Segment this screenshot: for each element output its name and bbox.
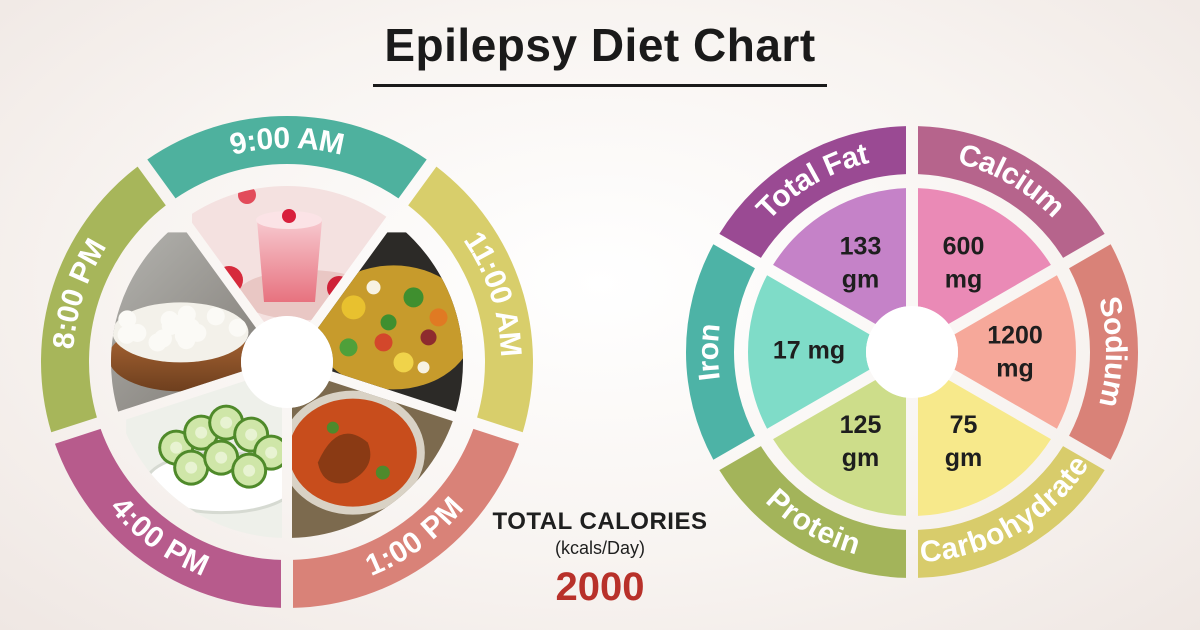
nutrient-slice — [954, 275, 1076, 429]
nutrient-band — [719, 126, 907, 258]
nutrient-value: 75 — [950, 411, 978, 439]
nutrient-band — [1069, 244, 1139, 460]
calories-unit: (kcals/Day) — [554, 538, 645, 558]
nutrient-value: 133 — [840, 232, 882, 260]
calories-label: TOTAL CALORIES — [492, 508, 708, 535]
nutrient-slice — [773, 379, 907, 516]
cucumber-slices-icon — [126, 380, 283, 538]
nutrient-value: 1200 — [987, 322, 1043, 350]
nutrient-iron: Iron 17 mg — [686, 244, 870, 460]
nutrient-unit: gm — [842, 265, 880, 293]
nutrient-unit: mg — [996, 355, 1034, 383]
title-underline — [373, 84, 827, 87]
nutrient-band — [719, 446, 907, 578]
nutrient-band — [917, 126, 1105, 258]
nutrient-unit: mg — [945, 265, 983, 293]
title-block: Epilepsy Diet Chart — [0, 0, 1200, 90]
meal-time-band — [408, 166, 533, 433]
nutrient-band — [917, 446, 1105, 578]
nutrient-band — [686, 244, 755, 460]
page-title: Epilepsy Diet Chart — [384, 19, 816, 71]
nutrient-unit: gm — [945, 444, 983, 472]
meal-4: 4:00 PM — [54, 380, 283, 608]
nutrient-slice — [917, 379, 1051, 516]
nutrient-value: 125 — [840, 411, 882, 439]
calories-value: 2000 — [555, 565, 645, 609]
meal-time-band — [40, 166, 166, 433]
meal-time-band — [292, 428, 520, 608]
nutrient-slice — [773, 188, 907, 325]
nutrient-value: 17 mg — [773, 337, 845, 365]
nutrient-slice — [917, 188, 1051, 325]
nutrient-name: Iron — [692, 322, 727, 382]
nutrient-wheel-hub — [866, 306, 958, 398]
meal-time-band — [147, 116, 427, 199]
total-calories: TOTAL CALORIES (kcals/Day) 2000 — [440, 508, 760, 610]
meal-time-band — [54, 428, 282, 608]
nutrient-unit: gm — [842, 444, 880, 472]
nutrient-slice — [748, 275, 870, 429]
nutrient-value: 600 — [943, 232, 985, 260]
meal-wheel-hub — [241, 316, 333, 408]
